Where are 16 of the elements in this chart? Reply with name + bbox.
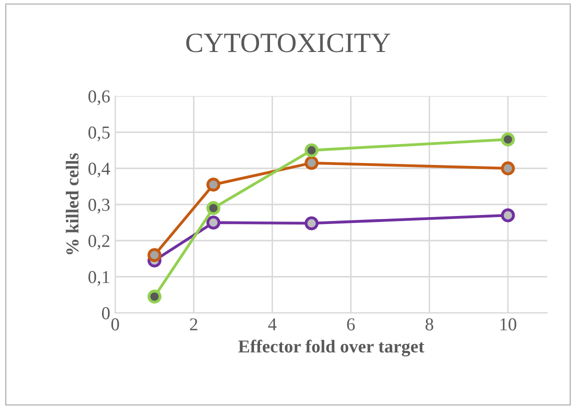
x-tick-label: 4 bbox=[268, 318, 277, 330]
y-axis-title: % killed cells bbox=[66, 153, 79, 254]
x-tick-label: 6 bbox=[347, 318, 355, 330]
x-axis-title: Effector fold over target bbox=[238, 340, 424, 356]
y-tick-label: 0,5 bbox=[88, 126, 110, 142]
x-tick-label: 0 bbox=[111, 318, 120, 330]
x-tick-label: 10 bbox=[500, 318, 516, 330]
x-tick-label: 8 bbox=[426, 318, 434, 330]
y-tick-label: 0,4 bbox=[88, 162, 110, 178]
y-tick-label: 0,6 bbox=[88, 90, 110, 106]
chart-title: CYTOTOXICITY bbox=[186, 34, 390, 52]
x-tick-label: 2 bbox=[190, 318, 198, 330]
y-tick-label: 0,2 bbox=[88, 234, 110, 250]
y-tick-label: 0 bbox=[102, 307, 110, 320]
y-tick-label: 0,3 bbox=[88, 198, 110, 214]
y-tick-label: 0,1 bbox=[88, 271, 110, 286]
